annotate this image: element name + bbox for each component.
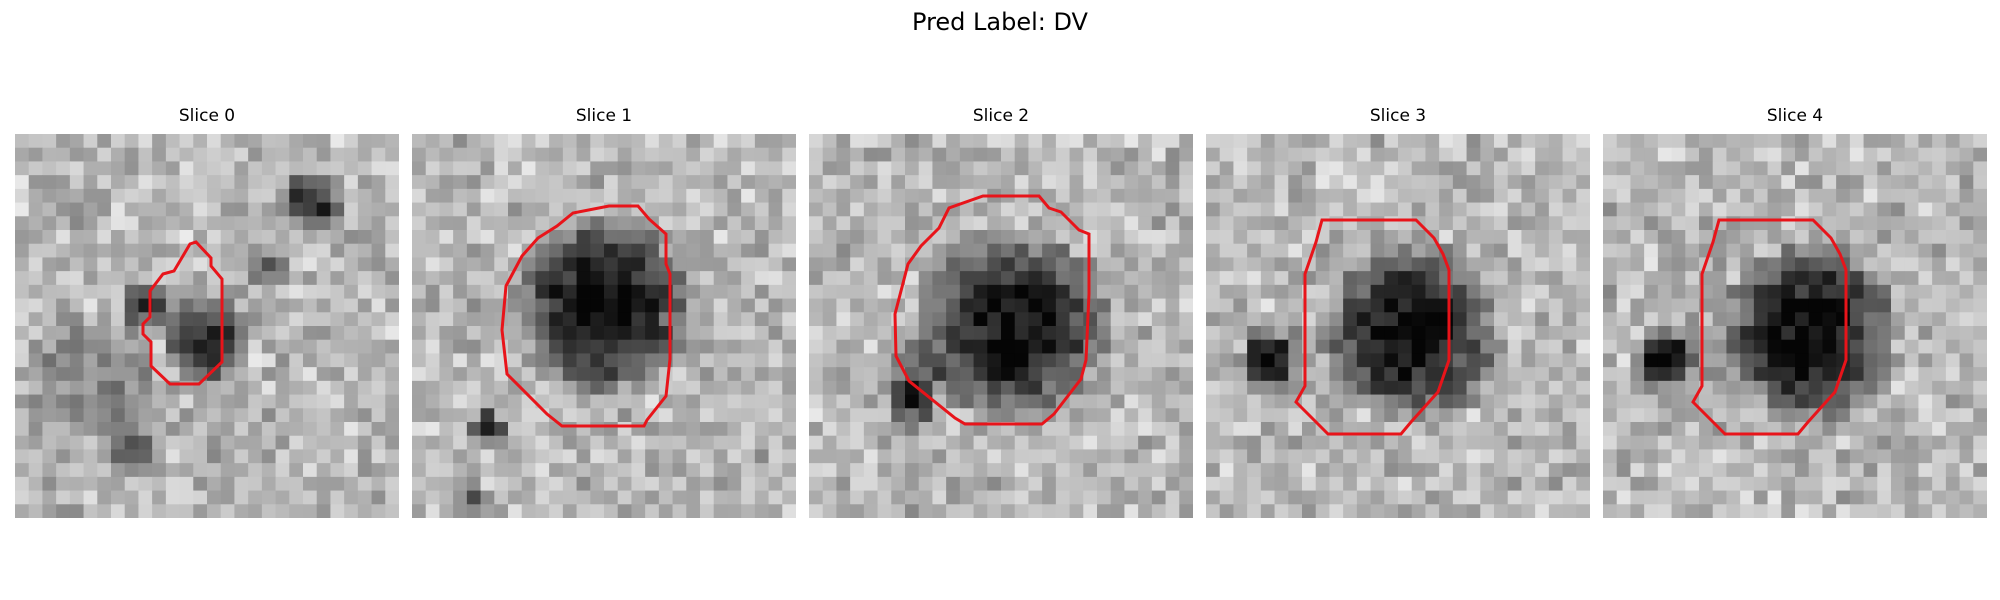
- slice-pixel-grid: [15, 134, 399, 518]
- slice-pixel-grid: [1603, 134, 1987, 518]
- slice-pixel-grid: [1206, 134, 1590, 518]
- slice-panel-row: Slice 0 Slice 1 Slice 2 Slice 3 Slice 4: [0, 104, 2000, 524]
- prediction-contour: [141, 240, 224, 386]
- slice-title-0: Slice 0: [178, 106, 236, 126]
- slice-image-2: [809, 134, 1193, 518]
- prediction-contour: [1691, 218, 1848, 436]
- slice-image-1: [412, 134, 796, 518]
- slice-title-3: Slice 3: [1369, 106, 1427, 126]
- slice-image-4: [1603, 134, 1987, 518]
- figure-title: Pred Label: DV: [912, 8, 1088, 36]
- prediction-contour: [500, 204, 672, 428]
- slice-pixel-grid: [412, 134, 796, 518]
- slice-title-2: Slice 2: [972, 106, 1030, 126]
- slice-title-4: Slice 4: [1766, 106, 1824, 126]
- prediction-contour: [1294, 218, 1451, 436]
- prediction-contour: [893, 194, 1091, 426]
- slice-image-3: [1206, 134, 1590, 518]
- slice-image-0: [15, 134, 399, 518]
- slice-title-1: Slice 1: [575, 106, 633, 126]
- slice-pixel-grid: [809, 134, 1193, 518]
